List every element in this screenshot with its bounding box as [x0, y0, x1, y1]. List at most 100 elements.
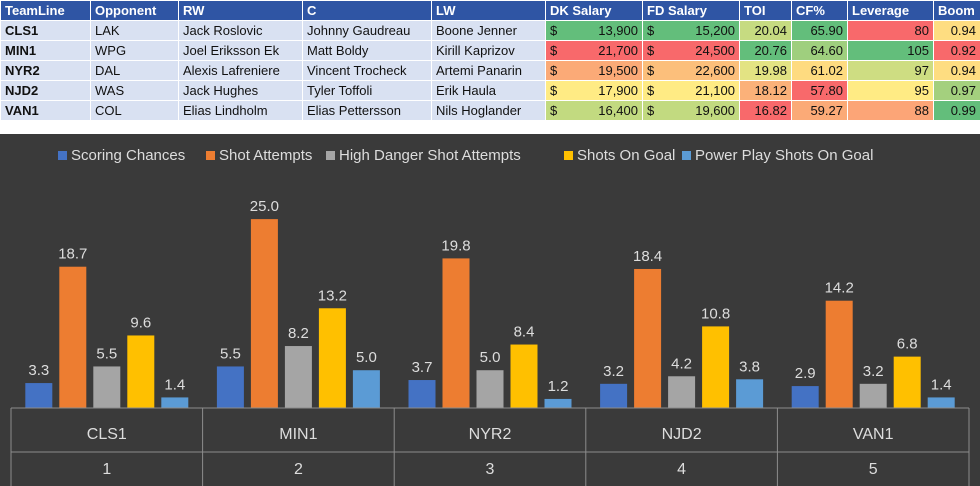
cell-lw[interactable]: Artemi Panarin — [431, 60, 546, 81]
header-opponent[interactable]: Opponent — [90, 0, 179, 21]
bar[interactable] — [161, 397, 189, 408]
legend-label[interactable]: Shots On Goal — [577, 147, 675, 164]
header-cf[interactable]: CF% — [791, 0, 848, 21]
cell-fd-salary[interactable]: $21,100 — [642, 80, 740, 101]
cell-cf[interactable]: 65.90 — [791, 20, 848, 41]
cell-rw[interactable]: Joel Eriksson Ek — [178, 40, 303, 61]
cell-boom[interactable]: 0.97 — [933, 80, 980, 101]
cell-toi[interactable]: 20.04 — [739, 20, 792, 41]
cell-teamline[interactable]: CLS1 — [0, 20, 91, 41]
cell-toi[interactable]: 20.76 — [739, 40, 792, 61]
header-rw[interactable]: RW — [178, 0, 303, 21]
legend-label[interactable]: Shot Attempts — [219, 147, 312, 164]
cell-rw[interactable]: Alexis Lafreniere — [178, 60, 303, 81]
bar[interactable] — [476, 370, 504, 408]
header-leverage[interactable]: Leverage — [847, 0, 934, 21]
cell-boom[interactable]: 0.94 — [933, 60, 980, 81]
bar[interactable] — [284, 346, 312, 408]
cell-dk-salary[interactable]: $13,900 — [545, 20, 643, 41]
header-lw[interactable]: LW — [431, 0, 546, 21]
table-row[interactable]: MIN1 WPG Joel Eriksson Ek Matt Boldy Kirill … — [0, 40, 980, 61]
cell-opponent[interactable]: WAS — [90, 80, 179, 101]
cell-leverage[interactable]: 105 — [847, 40, 934, 61]
cell-cf[interactable]: 59.27 — [791, 100, 848, 121]
cell-leverage[interactable]: 97 — [847, 60, 934, 81]
bar[interactable] — [216, 366, 244, 408]
bar[interactable] — [59, 266, 87, 408]
cell-c[interactable]: Elias Pettersson — [302, 100, 432, 121]
cell-c[interactable]: Johnny Gaudreau — [302, 20, 432, 41]
cell-cf[interactable]: 57.80 — [791, 80, 848, 101]
bar[interactable] — [893, 356, 921, 408]
cell-leverage[interactable]: 88 — [847, 100, 934, 121]
bar[interactable] — [927, 397, 955, 408]
cell-opponent[interactable]: LAK — [90, 20, 179, 41]
cell-boom[interactable]: 0.94 — [933, 20, 980, 41]
bar[interactable] — [702, 326, 730, 408]
bar[interactable] — [600, 383, 628, 408]
cell-cf[interactable]: 61.02 — [791, 60, 848, 81]
bar[interactable] — [318, 308, 346, 408]
cell-fd-salary[interactable]: $19,600 — [642, 100, 740, 121]
cell-c[interactable]: Tyler Toffoli — [302, 80, 432, 101]
cell-cf[interactable]: 64.60 — [791, 40, 848, 61]
bar[interactable] — [442, 258, 470, 408]
cell-rw[interactable]: Jack Roslovic — [178, 20, 303, 41]
bar[interactable] — [736, 379, 764, 408]
cell-teamline[interactable]: NYR2 — [0, 60, 91, 81]
cell-dk-salary[interactable]: $16,400 — [545, 100, 643, 121]
table-row[interactable]: NYR2 DAL Alexis Lafreniere Vincent Trocheck… — [0, 60, 980, 81]
cell-dk-salary[interactable]: $17,900 — [545, 80, 643, 101]
bar[interactable] — [127, 335, 155, 408]
cell-lw[interactable]: Boone Jenner — [431, 20, 546, 41]
cell-boom[interactable]: 0.99 — [933, 100, 980, 121]
cell-c[interactable]: Vincent Trocheck — [302, 60, 432, 81]
cell-toi[interactable]: 19.98 — [739, 60, 792, 81]
cell-c[interactable]: Matt Boldy — [302, 40, 432, 61]
table-row[interactable]: NJD2 WAS Jack Hughes Tyler Toffoli Erik Haul… — [0, 80, 980, 101]
cell-dk-salary[interactable]: $19,500 — [545, 60, 643, 81]
bar[interactable] — [93, 366, 121, 408]
table-row[interactable]: VAN1 COL Elias Lindholm Elias Pettersson Nil… — [0, 100, 980, 121]
bar[interactable] — [791, 386, 819, 408]
cell-toi[interactable]: 16.82 — [739, 100, 792, 121]
cell-rw[interactable]: Elias Lindholm — [178, 100, 303, 121]
cell-teamline[interactable]: VAN1 — [0, 100, 91, 121]
bar[interactable] — [634, 268, 662, 408]
bar[interactable] — [668, 376, 696, 408]
cell-opponent[interactable]: WPG — [90, 40, 179, 61]
bar[interactable] — [352, 370, 380, 408]
cell-opponent[interactable]: COL — [90, 100, 179, 121]
bar[interactable] — [510, 344, 538, 408]
bar[interactable] — [544, 398, 572, 408]
bar[interactable] — [25, 383, 53, 408]
bar[interactable] — [859, 383, 887, 408]
bar[interactable] — [250, 219, 278, 408]
bar[interactable] — [825, 300, 853, 408]
cell-lw[interactable]: Nils Hoglander — [431, 100, 546, 121]
cell-toi[interactable]: 18.12 — [739, 80, 792, 101]
cell-teamline[interactable]: NJD2 — [0, 80, 91, 101]
header-c[interactable]: C — [302, 0, 432, 21]
table-row[interactable]: CLS1 LAK Jack Roslovic Johnny Gaudreau Boone… — [0, 20, 980, 41]
legend-label[interactable]: Power Play Shots On Goal — [695, 147, 873, 164]
cell-lw[interactable]: Kirill Kaprizov — [431, 40, 546, 61]
legend-label[interactable]: High Danger Shot Attempts — [339, 147, 521, 164]
cell-fd-salary[interactable]: $24,500 — [642, 40, 740, 61]
cell-fd-salary[interactable]: $22,600 — [642, 60, 740, 81]
header-fd-salary[interactable]: FD Salary — [642, 0, 740, 21]
cell-fd-salary[interactable]: $15,200 — [642, 20, 740, 41]
cell-leverage[interactable]: 80 — [847, 20, 934, 41]
cell-rw[interactable]: Jack Hughes — [178, 80, 303, 101]
header-toi[interactable]: TOI — [739, 0, 792, 21]
cell-dk-salary[interactable]: $21,700 — [545, 40, 643, 61]
cell-opponent[interactable]: DAL — [90, 60, 179, 81]
legend-label[interactable]: Scoring Chances — [71, 147, 185, 164]
header-teamline[interactable]: TeamLine — [0, 0, 91, 21]
cell-leverage[interactable]: 95 — [847, 80, 934, 101]
cell-boom[interactable]: 0.92 — [933, 40, 980, 61]
header-boom[interactable]: Boom — [933, 0, 980, 21]
bar[interactable] — [408, 380, 436, 408]
cell-teamline[interactable]: MIN1 — [0, 40, 91, 61]
cell-lw[interactable]: Erik Haula — [431, 80, 546, 101]
